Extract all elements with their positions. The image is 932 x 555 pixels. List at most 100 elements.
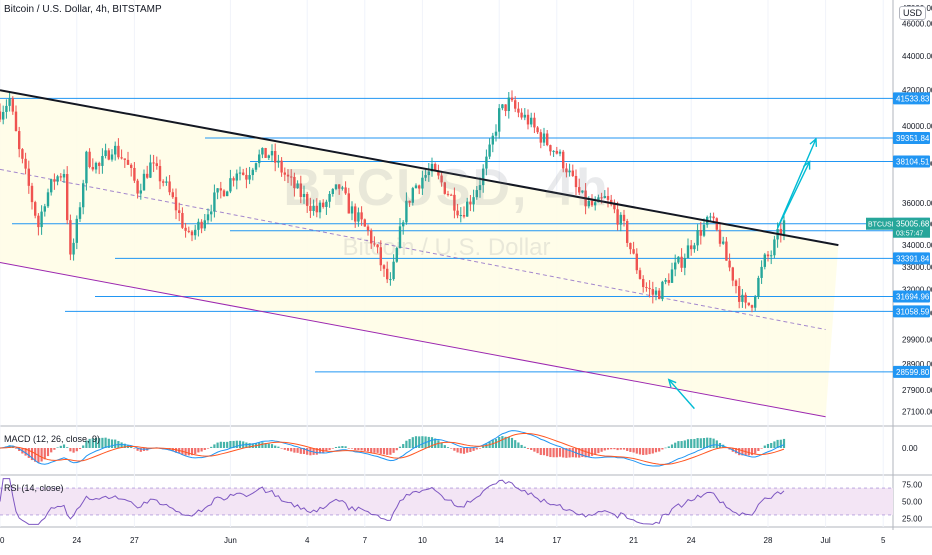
candle-body [59, 176, 62, 178]
candle-body [520, 112, 523, 118]
chart-title: Bitcoin / U.S. Dollar, 4h, BITSTAMP [4, 4, 162, 15]
candle-body [683, 258, 686, 268]
candle-body [734, 280, 738, 287]
candle-body [414, 185, 418, 189]
macd-histogram-bar [85, 440, 88, 448]
x-tick-label: 10 [418, 536, 427, 545]
level-price-label: 38104.51 [896, 158, 930, 167]
macd-histogram-bar [334, 446, 338, 448]
candle-body [757, 277, 760, 297]
candle-body [46, 192, 50, 207]
candle-body [395, 248, 398, 262]
candle-body [187, 230, 190, 232]
macd-histogram-bar [706, 437, 709, 448]
candle-body [466, 201, 469, 217]
macd-histogram-bar [750, 448, 754, 456]
macd-histogram-bar [670, 444, 674, 448]
candle-body [488, 144, 491, 157]
candle-body [526, 114, 530, 125]
macd-histogram-bar [693, 438, 696, 448]
macd-histogram-bar [338, 446, 341, 448]
candle-body [702, 224, 706, 236]
candle-body [82, 183, 85, 208]
macd-histogram-bar [395, 448, 398, 451]
x-tick-label: 20 [0, 536, 5, 545]
level-price-tag [893, 252, 930, 265]
candle-body [341, 187, 344, 189]
macd-histogram-bar [34, 448, 37, 462]
candle-body [450, 194, 453, 196]
macd-histogram-bar [466, 448, 469, 453]
candle-body [600, 197, 603, 199]
macd-histogram-bar [578, 448, 581, 458]
macd-histogram-bar [773, 441, 776, 448]
macd-histogram-bar [494, 439, 498, 448]
macd-histogram-bar [469, 448, 472, 453]
candle-body [693, 245, 696, 250]
currency-badge[interactable]: USD [898, 6, 926, 20]
candle-body [229, 178, 232, 192]
macd-histogram-bar [510, 437, 514, 448]
macd-histogram-bar [715, 440, 718, 448]
macd-histogram-bar [379, 448, 382, 454]
macd-histogram-bar [453, 448, 456, 451]
macd-histogram-bar [299, 448, 302, 454]
macd-histogram-bar [568, 448, 571, 458]
macd-histogram-bar [565, 448, 568, 458]
macd-histogram-bar [478, 448, 482, 449]
macd-histogram-bar [613, 448, 616, 450]
macd-histogram-bar [638, 448, 642, 455]
candle-body [222, 190, 226, 197]
y-tick-label: 33000.00 [902, 263, 932, 272]
level-price-tag [893, 305, 930, 318]
macd-histogram-bar [776, 439, 779, 448]
candle-body [312, 205, 315, 211]
macd-histogram-bar [658, 448, 661, 452]
macd-histogram-bar [354, 448, 357, 450]
macd-histogram-bar [536, 448, 539, 454]
candle-body [139, 190, 142, 194]
candle-body [373, 243, 376, 245]
macd-histogram-bar [264, 443, 267, 448]
macd-histogram-bar [184, 448, 187, 456]
macd-histogram-bar [328, 448, 331, 450]
candle-body [286, 174, 290, 177]
macd-histogram-bar [443, 445, 446, 448]
macd-histogram-bar [366, 448, 370, 452]
candle-body [741, 294, 744, 302]
rsi-band-fill [0, 488, 893, 515]
macd-histogram-bar [107, 438, 110, 448]
y-tick-label: 27900.00 [902, 386, 932, 395]
candle-body [101, 155, 104, 166]
macd-histogram-bar [104, 437, 107, 448]
macd-histogram-bar [677, 441, 680, 448]
countdown-label: 03:57:47 [896, 231, 923, 238]
macd-histogram-bar [562, 448, 565, 458]
macd-histogram-bar [472, 448, 475, 451]
macd-histogram-bar [517, 442, 520, 448]
level-price-label: 28599.80 [896, 368, 930, 377]
macd-histogram-bar [286, 448, 290, 451]
macd-histogram-bar [75, 448, 78, 452]
candle-body [30, 185, 34, 203]
macd-histogram-bar [94, 437, 98, 448]
macd-histogram-bar [238, 440, 242, 448]
x-tick-label: 17 [552, 536, 561, 545]
macd-histogram-bar [40, 448, 43, 462]
candle-body [347, 193, 350, 214]
candle-body [744, 294, 747, 303]
macd-histogram-bar [552, 448, 555, 458]
candle-body [334, 184, 338, 190]
candle-body [69, 220, 72, 255]
macd-histogram-bar [680, 441, 683, 448]
candle-body [248, 175, 251, 180]
macd-histogram-bar [651, 448, 654, 454]
candle-body [190, 231, 194, 236]
candle-body [507, 97, 510, 112]
symbol-tag [866, 217, 894, 230]
macd-histogram-bar [597, 448, 600, 454]
candle-body [510, 97, 514, 101]
candle-body [533, 117, 536, 128]
